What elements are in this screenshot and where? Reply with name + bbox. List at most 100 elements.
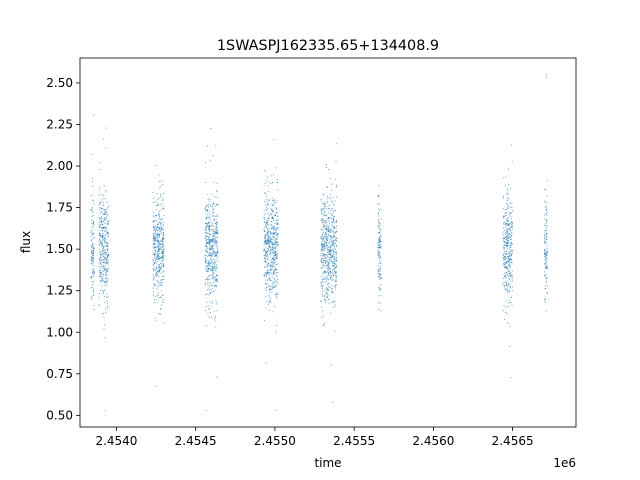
data-point [271, 283, 273, 285]
data-point [156, 240, 158, 242]
data-point [104, 261, 106, 263]
data-point [506, 282, 508, 284]
data-point [327, 244, 329, 246]
data-point [207, 255, 209, 257]
data-point [208, 236, 210, 239]
data-point [320, 243, 322, 245]
data-point [328, 302, 330, 304]
data-point [322, 261, 324, 264]
data-point [510, 221, 512, 223]
data-point [215, 252, 217, 254]
data-point [103, 313, 105, 315]
data-point [212, 271, 214, 273]
data-point [329, 256, 331, 259]
data-point [267, 219, 269, 221]
data-point [274, 199, 276, 201]
data-point [335, 279, 337, 281]
data-point [204, 229, 206, 231]
data-point [509, 251, 511, 253]
data-point [504, 222, 506, 224]
y-tick-label: 1.75 [46, 201, 73, 215]
data-point [91, 246, 93, 249]
data-point [215, 225, 217, 228]
data-point [334, 216, 336, 218]
data-point [504, 209, 506, 211]
data-point [502, 231, 504, 233]
data-point [328, 217, 331, 219]
data-point [214, 261, 216, 263]
data-point [510, 223, 512, 225]
data-point [324, 247, 326, 250]
data-point [511, 235, 513, 237]
data-point [152, 263, 154, 265]
data-point [105, 242, 107, 244]
data-point [505, 261, 508, 264]
data-point [323, 203, 325, 205]
data-point [334, 287, 337, 289]
data-point [264, 260, 267, 262]
data-point [158, 241, 160, 243]
data-point [98, 258, 100, 260]
data-point [546, 211, 548, 214]
data-point [99, 274, 101, 276]
data-point [506, 291, 509, 294]
data-point [101, 279, 103, 281]
data-point [510, 231, 512, 233]
data-point [333, 197, 335, 199]
data-point [210, 225, 212, 227]
data-point [509, 236, 511, 238]
data-point [276, 276, 278, 278]
data-point [101, 246, 103, 248]
data-point [105, 217, 107, 219]
data-point [509, 266, 511, 268]
data-point [156, 294, 158, 296]
data-point [212, 263, 214, 265]
data-point [544, 257, 546, 259]
data-point [103, 242, 105, 244]
data-point [335, 237, 337, 239]
data-point [264, 279, 267, 281]
data-point [505, 245, 507, 247]
data-point [380, 261, 382, 263]
data-point [99, 226, 101, 228]
data-point [161, 219, 163, 221]
data-point [275, 227, 277, 229]
data-point [205, 229, 208, 231]
data-point [272, 287, 274, 289]
data-point [91, 219, 93, 221]
data-point [102, 280, 105, 282]
data-point [510, 144, 512, 146]
data-point [208, 242, 210, 245]
data-point [333, 272, 335, 274]
data-point [336, 245, 338, 247]
data-point [153, 277, 155, 279]
data-point [206, 268, 208, 270]
data-point [331, 241, 333, 244]
data-point [216, 252, 218, 254]
data-point [335, 271, 337, 273]
data-point [327, 268, 329, 270]
data-point [330, 189, 332, 192]
data-point [377, 241, 379, 244]
data-point [503, 241, 505, 243]
data-point [153, 247, 155, 249]
data-point [325, 300, 327, 302]
data-point [264, 229, 266, 231]
data-point [334, 248, 337, 250]
data-point [264, 170, 266, 172]
data-point [379, 290, 381, 292]
data-point [326, 201, 328, 203]
data-point [335, 276, 338, 278]
data-point [275, 295, 277, 297]
data-point [107, 220, 109, 222]
data-point [507, 232, 509, 234]
data-point [263, 217, 265, 219]
data-point [274, 282, 276, 284]
data-point [152, 221, 154, 223]
data-point [161, 283, 163, 285]
data-point [331, 256, 333, 258]
data-point [333, 279, 335, 281]
data-point [214, 239, 216, 241]
data-point [378, 245, 380, 247]
data-point [157, 258, 159, 260]
